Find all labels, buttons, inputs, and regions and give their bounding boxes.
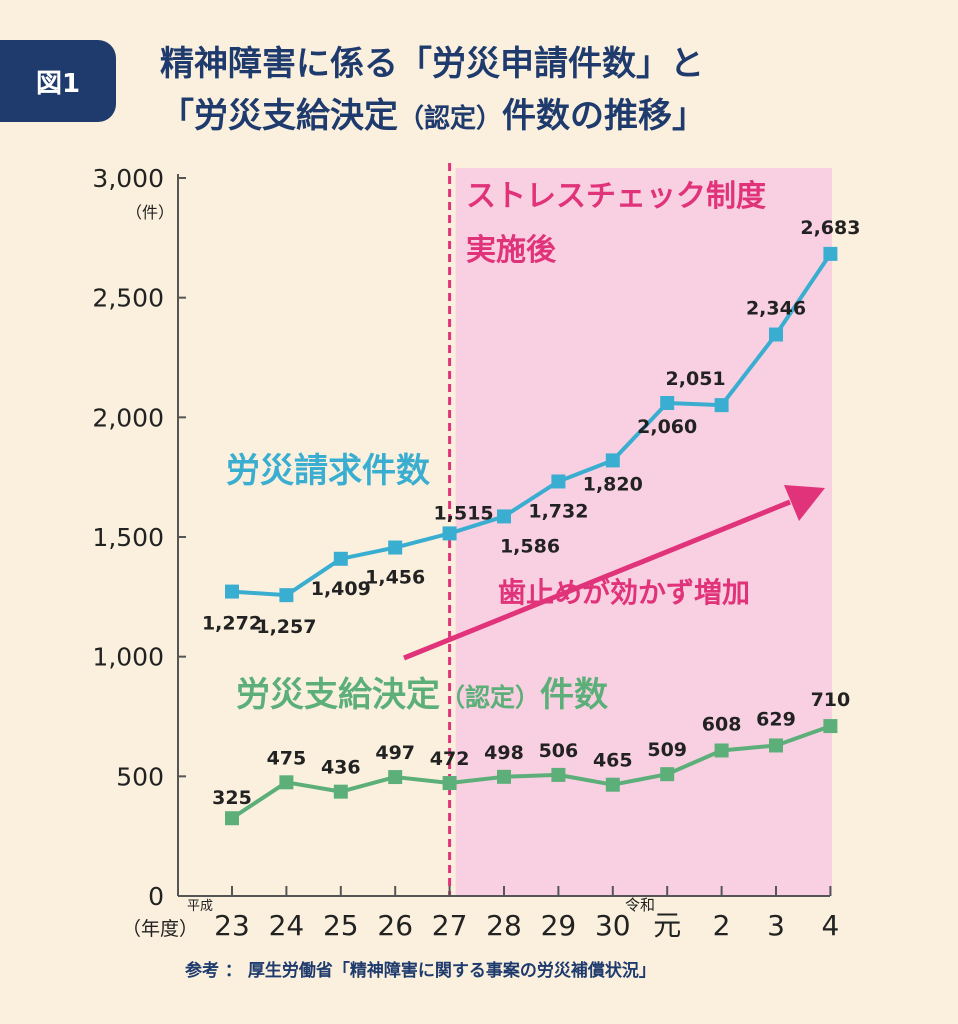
data-label: 472 (430, 748, 470, 770)
data-label: 1,257 (256, 616, 316, 638)
data-point (388, 540, 403, 555)
y-tick-label: 2,000 (92, 403, 164, 432)
highlight-region (455, 168, 832, 896)
series-label-requests: 労災請求件数 (226, 451, 430, 491)
series-line (231, 252, 833, 598)
data-label: 2,346 (746, 298, 806, 320)
y-tick-label: 3,000 (92, 164, 164, 193)
data-label: 506 (539, 740, 579, 762)
data-label: 509 (647, 739, 687, 761)
data-point (497, 509, 511, 524)
data-point (225, 811, 239, 826)
trend-arrowhead (784, 485, 825, 521)
data-label: 436 (321, 757, 361, 779)
data-label: 1,272 (202, 613, 262, 635)
data-point (714, 398, 729, 413)
y-tick-label: 0 (148, 882, 164, 911)
x-tick-label: 29 (541, 909, 577, 942)
y-tick-label: 1,500 (92, 523, 164, 552)
data-point (769, 738, 783, 753)
data-label: 1,820 (583, 473, 643, 495)
series-label-approvals: 労災支給決定（認定）件数 (236, 675, 608, 715)
highlight-label-line-1: ストレスチェック制度 (466, 179, 766, 214)
y-tick-label: 1,000 (92, 643, 164, 672)
data-label: 475 (267, 747, 307, 769)
title-line-2b: （認定） (398, 104, 503, 134)
data-point (660, 767, 675, 782)
x-tick-label: 25 (323, 909, 359, 942)
x-tick-label: 24 (269, 909, 305, 942)
data-point (388, 770, 403, 785)
data-point (333, 784, 348, 799)
x-tick-label: 26 (377, 909, 413, 942)
data-label: 2,051 (666, 368, 726, 390)
title-line-2: 「労災支給決定（認定）件数の推移」 (160, 90, 920, 145)
data-label: 465 (593, 750, 633, 772)
x-tick-label: 元 (653, 909, 681, 942)
data-point (551, 767, 566, 782)
data-point (605, 777, 620, 792)
y-axis-unit: （件） (126, 203, 174, 222)
data-point (823, 246, 838, 261)
series-line (230, 724, 832, 820)
y-tick-label: 2,500 (92, 284, 164, 313)
title-line-1: 精神障害に係る「労災申請件数」と (160, 44, 704, 84)
data-point (442, 526, 457, 541)
data-label: 629 (756, 708, 796, 730)
data-label: 608 (702, 713, 742, 735)
data-label: 710 (811, 689, 851, 711)
x-tick-label: 28 (486, 909, 522, 942)
chart-title: 精神障害に係る「労災申請件数」と 「労災支給決定（認定）件数の推移」 (160, 38, 920, 145)
data-point (225, 584, 239, 599)
data-point (279, 775, 294, 790)
source-note: 参考 ： 厚生労働省「精神障害に関する事案の労災補償状況」 (185, 961, 656, 981)
data-label: 325 (212, 787, 252, 809)
y-tick-label: 500 (116, 762, 164, 791)
data-point (279, 588, 294, 603)
title-line-2a: 「労災支給決定 (160, 96, 398, 136)
x-tick-label: 30 (595, 909, 631, 942)
highlight-label-line-2: 実施後 (466, 233, 557, 268)
series-label-approvals-tail: 件数 (540, 675, 608, 715)
data-point (497, 769, 511, 784)
data-label: 1,409 (311, 578, 371, 600)
x-tick-label: 2 (713, 909, 731, 942)
data-label: 1,732 (528, 500, 588, 522)
data-label: 1,586 (500, 535, 560, 557)
x-tick-label: 27 (432, 909, 468, 942)
data-label: 1,515 (434, 502, 494, 524)
data-label: 497 (375, 742, 415, 764)
data-point (605, 453, 620, 468)
data-point (333, 551, 348, 566)
annotation-text: 歯止めが効かず増加 (498, 576, 750, 609)
era-label-heisei: 平成 (187, 899, 213, 914)
title-line-2c: 件数の推移」 (502, 96, 707, 136)
data-point (660, 395, 675, 410)
series-label-approvals-main: 労災支給決定 (236, 675, 440, 715)
trend-arrow (403, 499, 791, 661)
x-tick-label: 4 (821, 909, 839, 942)
data-label: 2,683 (800, 217, 860, 239)
data-point (442, 776, 457, 791)
data-label: 498 (484, 742, 524, 764)
data-label: 2,060 (637, 416, 697, 438)
x-tick-label: 3 (767, 909, 785, 942)
series-label-approvals-paren: （認定） (440, 683, 540, 712)
data-point (769, 327, 783, 342)
data-label: 1,456 (365, 567, 425, 589)
data-point (714, 743, 729, 758)
data-point (551, 474, 566, 489)
x-axis-unit: （年度） (122, 918, 198, 940)
figure-badge: 図1 (0, 40, 116, 122)
x-tick-label: 23 (214, 909, 250, 942)
era-label-reiwa: 令和 (625, 896, 655, 914)
data-point (823, 719, 838, 734)
